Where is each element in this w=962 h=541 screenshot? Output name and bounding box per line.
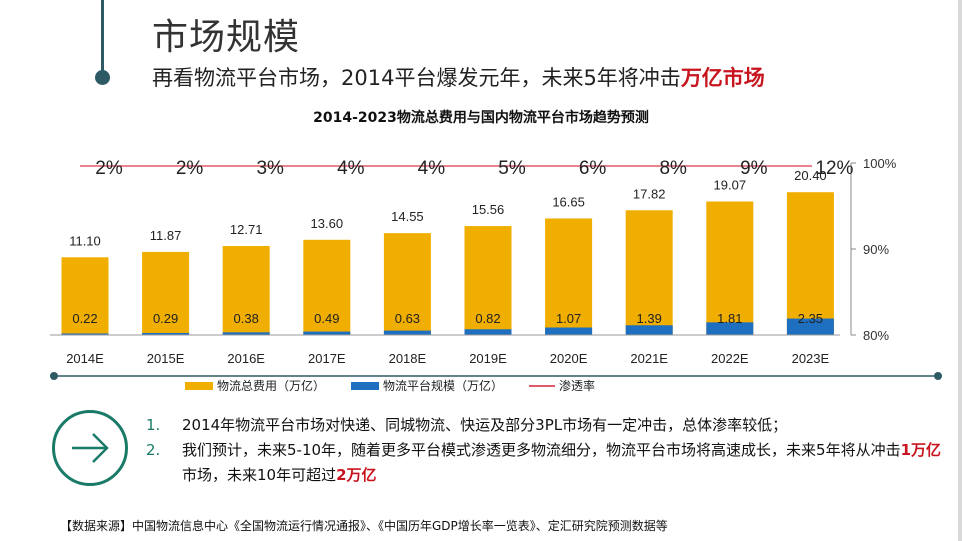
chart-legend: 物流总费用（万亿） 物流平台规模（万亿） 渗透率 [185, 377, 621, 394]
x-tick-label: 2021E [630, 351, 668, 366]
bar-platform-market [786, 318, 834, 335]
bar-platform-market [706, 322, 754, 335]
data-label-rate: 8% [659, 158, 687, 179]
data-label-platform: 0.29 [153, 311, 178, 326]
note-highlight: 2万亿 [336, 466, 377, 484]
data-label-platform: 1.81 [717, 311, 742, 326]
note-text: 市场，未来10年可超过 [182, 466, 337, 484]
notes-list: 1. 2014年物流平台市场对快递、同城物流、快运及部分3PL市场有一定冲击，总… [146, 413, 956, 488]
y2-tick-label: 90% [863, 242, 889, 257]
data-label-platform: 0.38 [234, 311, 259, 326]
data-label-total: 19.07 [714, 178, 747, 193]
x-tick-label: 2016E [227, 351, 265, 366]
data-label-total: 12.71 [230, 222, 263, 237]
data-label-rate: 4% [418, 158, 446, 179]
legend-swatch-rate [529, 384, 556, 387]
data-label-platform: 1.39 [637, 311, 662, 326]
divider-dot-left [50, 372, 58, 380]
subtitle-text: 再看物流平台市场，2014平台爆发元年，未来5年将冲击 [152, 66, 681, 90]
bar-total-logistics-cost [61, 257, 109, 335]
data-label-rate: 2% [176, 158, 204, 179]
legend-label-total: 物流总费用（万亿） [217, 379, 326, 393]
x-tick-label: 2023E [792, 351, 830, 366]
y2-tick-label: 100% [863, 156, 897, 171]
x-tick-label: 2020E [550, 351, 588, 366]
bar-chart: 100% 90% 80% 11.10 0.22 2% 2014E 11.87 0.29 2% 201… [50, 156, 942, 380]
legend-label-platform: 物流平台规模（万亿） [383, 379, 504, 393]
bar-platform-market [625, 325, 673, 335]
note-number: 1. [146, 416, 161, 434]
bar-platform-market [142, 332, 190, 335]
data-label-platform: 0.49 [314, 311, 339, 326]
bar-platform-market [61, 333, 109, 335]
legend-item-platform: 物流平台规模（万亿） [351, 377, 503, 394]
data-label-total: 16.65 [552, 194, 585, 209]
bar-platform-market [545, 327, 593, 335]
bar-platform-market [222, 332, 270, 335]
x-tick-label: 2022E [711, 351, 749, 366]
legend-swatch-total [185, 381, 213, 390]
note-text: 我们预计，未来5-10年，随着更多平台模式渗透更多物流细分，物流平台市场将高速成… [182, 441, 901, 459]
x-tick-label: 2018E [389, 351, 427, 366]
data-label-total: 17.82 [633, 186, 666, 201]
x-tick-label: 2019E [469, 351, 507, 366]
legend-item-total: 物流总费用（万亿） [185, 377, 325, 394]
x-tick-label: 2017E [308, 351, 346, 366]
y2-tick-label: 80% [863, 328, 889, 343]
bar-total-logistics-cost [383, 233, 431, 335]
bar-total-logistics-cost [222, 246, 270, 335]
note-highlight: 1万亿 [900, 441, 942, 459]
data-label-rate: 3% [256, 158, 284, 179]
data-label-rate: 4% [337, 158, 365, 179]
data-label-platform: 1.07 [556, 311, 581, 326]
data-label-total: 11.10 [69, 233, 101, 248]
data-label-platform: 0.22 [72, 311, 97, 326]
bar-platform-market [303, 331, 351, 335]
title-accent-line [101, 0, 104, 74]
data-label-total: 15.56 [472, 202, 505, 217]
arrow-right-circle-icon [52, 410, 128, 486]
page-title: 市场规模 [152, 17, 301, 58]
data-label-platform: 0.63 [395, 311, 420, 326]
data-label-total: 13.60 [311, 216, 344, 231]
bar-total-logistics-cost [786, 192, 834, 335]
legend-swatch-platform [351, 381, 380, 390]
data-label-rate: 9% [740, 158, 768, 179]
data-label-platform: 2.35 [798, 311, 823, 326]
data-label-platform: 0.82 [475, 311, 500, 326]
data-label-rate: 12% [815, 158, 853, 179]
bar-total-logistics-cost [303, 239, 351, 335]
chart-title: 2014-2023物流总费用与国内物流平台市场趋势预测 [313, 110, 649, 126]
bar-total-logistics-cost [464, 226, 512, 335]
note-text: 2014年物流平台市场对快递、同城物流、快运及部分3PL市场有一定冲击，总体渗率… [182, 416, 788, 434]
page-subtitle: 再看物流平台市场，2014平台爆发元年，未来5年将冲击万亿市场 [152, 62, 765, 92]
bar-platform-market [464, 329, 512, 335]
subtitle-highlight: 万亿市场 [680, 66, 765, 90]
slide-edge [958, 0, 962, 541]
data-label-total: 20.40 [794, 168, 827, 183]
bar-total-logistics-cost [142, 251, 190, 335]
title-accent-dot [95, 70, 110, 85]
legend-label-rate: 渗透率 [559, 379, 596, 393]
data-label-rate: 2% [95, 158, 123, 179]
legend-item-rate: 渗透率 [529, 377, 595, 394]
note-number: 2. [146, 441, 161, 459]
data-label-total: 11.87 [150, 228, 182, 243]
x-tick-label: 2015E [147, 351, 185, 366]
x-tick-label: 2014E [66, 351, 104, 366]
divider-dot-right [934, 372, 942, 380]
data-label-rate: 5% [498, 158, 526, 179]
bar-total-logistics-cost [545, 218, 593, 335]
bar-total-logistics-cost [625, 210, 673, 335]
bar-platform-market [383, 330, 431, 335]
data-label-total: 14.55 [391, 209, 424, 224]
bar-total-logistics-cost [706, 201, 754, 335]
data-source: 【数据来源】中国物流信息中心《全国物流运行情况通报》、《中国历年GDP增长率一览… [60, 519, 668, 533]
data-label-rate: 6% [579, 158, 607, 179]
note-item-1: 1. 2014年物流平台市场对快递、同城物流、快运及部分3PL市场有一定冲击，总… [146, 413, 956, 438]
note-item-2: 2. 我们预计，未来5-10年，随着更多平台模式渗透更多物流细分，物流平台市场将… [146, 438, 956, 488]
